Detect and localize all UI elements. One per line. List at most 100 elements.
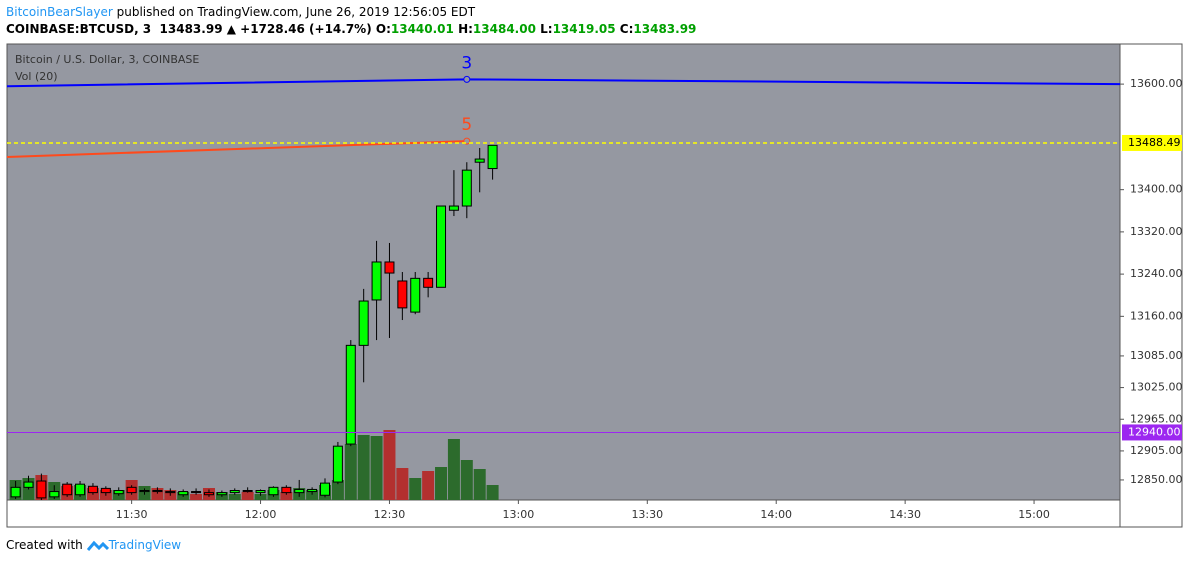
candle-body <box>423 277 434 288</box>
volume-bar <box>344 444 357 500</box>
candle-body <box>384 261 395 274</box>
candle-body <box>255 490 266 494</box>
candle-body <box>49 491 60 498</box>
x-tick-label: 15:00 <box>1018 508 1050 521</box>
candle-body <box>410 277 421 313</box>
author[interactable]: BitcoinBearSlayer <box>6 5 113 19</box>
y-tick-label: 13600.00 <box>1130 77 1183 90</box>
candle-body <box>371 261 382 301</box>
candle-body <box>113 490 124 495</box>
volume-bar <box>422 471 435 500</box>
volume-bar <box>228 494 241 500</box>
candle-body <box>178 491 189 496</box>
candle-body <box>294 488 305 494</box>
footer-text: Created with <box>6 538 83 552</box>
volume-bar <box>241 492 254 500</box>
price-label: 12940.00 <box>1128 425 1181 438</box>
footer: Created with TradingView <box>6 538 181 552</box>
volume-bar <box>357 435 370 500</box>
ohlc-value: 13484.00 <box>472 22 536 36</box>
plot-area <box>6 43 1121 501</box>
ohlc-label: C: <box>619 22 634 36</box>
candle-body <box>126 486 137 494</box>
volume-bar <box>409 478 422 500</box>
symbol: COINBASE:BTCUSD, 3 <box>6 22 152 36</box>
time-axis <box>6 499 1121 528</box>
ohlc-value: 13419.05 <box>552 22 616 36</box>
candle-body <box>320 482 330 496</box>
candle-body <box>62 483 73 496</box>
chart: Bitcoin / U.S. Dollar, 3, COINBASE Vol (… <box>6 43 1183 528</box>
y-tick-label: 12965.00 <box>1130 412 1183 425</box>
handle <box>463 75 471 83</box>
candle-body <box>203 492 214 496</box>
trend-label: 5 <box>461 115 472 135</box>
candle-body <box>397 280 408 309</box>
ohlc-value: 13483.99 <box>633 22 697 36</box>
volume-bar <box>435 467 448 500</box>
volume-bar <box>383 430 396 500</box>
volume-bar <box>254 494 267 500</box>
volume-bar <box>190 494 203 500</box>
volume-bar <box>280 492 293 500</box>
volume-bar <box>460 460 473 500</box>
volume-bar <box>331 480 344 500</box>
x-tick-label: 13:30 <box>631 508 663 521</box>
candle-body <box>165 491 176 494</box>
published: published on TradingView.com, June 26, 2… <box>116 5 476 19</box>
candle-body <box>87 485 98 494</box>
x-tick-label: 14:00 <box>760 508 792 521</box>
footer-brand[interactable]: TradingView <box>108 538 182 552</box>
volume-bar <box>396 468 409 500</box>
trend-line <box>6 140 467 158</box>
candle-body <box>345 344 356 445</box>
logo <box>86 540 109 551</box>
y-tick-label: 12905.00 <box>1130 444 1183 457</box>
volume-bar <box>473 469 486 500</box>
last-price: 13483.99 <box>159 22 223 36</box>
ohlc-label: H: <box>458 22 473 36</box>
x-tick-label: 12:00 <box>245 508 277 521</box>
candle-body <box>307 488 318 493</box>
x-tick-label: 12:30 <box>374 508 406 521</box>
y-tick-label: 12850.00 <box>1130 473 1183 486</box>
candle-body <box>242 490 253 493</box>
candle-body <box>448 205 459 211</box>
candle-body <box>281 486 292 494</box>
ohlc-label: L: <box>540 22 553 36</box>
header-line: BitcoinBearSlayer published on TradingVi… <box>6 4 696 21</box>
candle-body <box>75 483 86 496</box>
candle-body <box>36 480 47 499</box>
y-tick-label: 13320.00 <box>1130 225 1183 238</box>
ohlc-label: O: <box>375 22 391 36</box>
candle-body <box>216 492 227 496</box>
chart-title: Bitcoin / U.S. Dollar, 3, COINBASE <box>15 53 199 66</box>
volume-label: Vol (20) <box>15 70 58 83</box>
volume-bar <box>486 485 499 500</box>
y-tick-label: 13085.00 <box>1130 349 1183 362</box>
y-tick-label: 13240.00 <box>1130 267 1183 280</box>
candle-body <box>358 300 369 346</box>
candle-body <box>487 144 498 170</box>
price-label: 13488.49 <box>1128 136 1181 149</box>
y-tick-label: 13025.00 <box>1130 381 1183 394</box>
candle-body <box>436 205 447 288</box>
volume-bar <box>306 490 319 500</box>
header-line: COINBASE:BTCUSD, 3 13483.99 ▲ +1728.46 (… <box>6 21 696 38</box>
candle-body <box>332 445 343 483</box>
candle-body <box>139 490 150 493</box>
candle-body <box>23 481 34 488</box>
change: ▲ +1728.46 (+14.7%) <box>226 22 372 36</box>
x-tick-label: 14:30 <box>889 508 921 521</box>
candle-body <box>268 486 279 496</box>
y-tick-label: 13160.00 <box>1130 309 1183 322</box>
candle-body <box>229 490 240 494</box>
candle-body <box>152 490 163 493</box>
x-tick-label: 13:00 <box>503 508 535 521</box>
candle-body <box>10 486 21 498</box>
price-axis <box>1119 43 1183 528</box>
header: BitcoinBearSlayer published on TradingVi… <box>6 4 696 38</box>
candle-body <box>100 487 111 494</box>
price-label-box <box>1122 134 1182 151</box>
